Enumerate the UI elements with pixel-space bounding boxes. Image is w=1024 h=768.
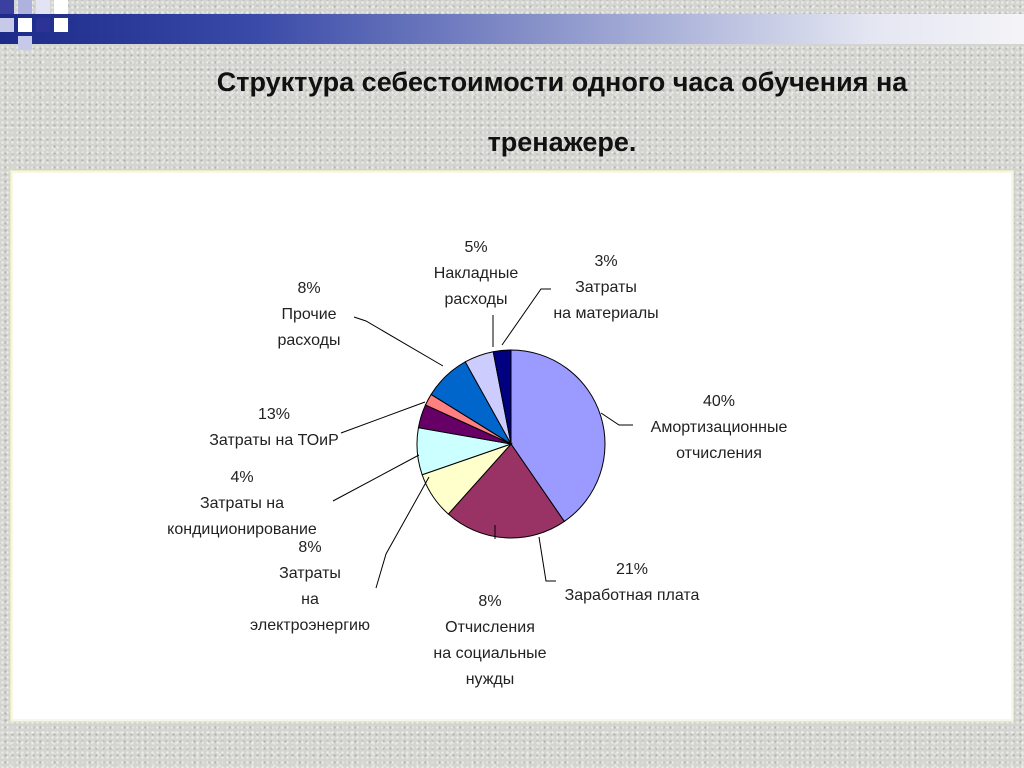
slice-label-4: 8% Затраты на электроэнергию [250, 535, 370, 639]
leader-line-6 [340, 401, 426, 434]
slice-category-label: Амортизационные [650, 419, 788, 436]
slide-title-line-2: тренажере. [487, 127, 637, 157]
slice-category-label: Затраты [575, 279, 637, 296]
slice-label-9: 3% Затраты на материалы [553, 249, 658, 327]
slice-label-5: 4% Затраты на кондиционирование [167, 465, 317, 543]
slice-label-2: 21% Заработная плата [565, 557, 700, 609]
slide-title: Структура себестоимости одного часа обуч… [0, 52, 1024, 172]
slice-percent-label: 40% [702, 393, 736, 410]
slice-category-label: расходы [444, 291, 508, 308]
slice-category-label: на материалы [553, 305, 659, 322]
chart-panel: 40% Амортизационные отчисления 21% Заработна… [10, 170, 1014, 722]
slice-category-label: Отчисления [445, 619, 535, 636]
pie-slice-2 [447, 443, 565, 539]
slice-category-label: расходы [277, 332, 341, 349]
slice-category-label: на [301, 591, 319, 608]
slice-category-label: Заработная плата [564, 587, 700, 604]
slice-label-7: 8% Прочие расходы [278, 276, 341, 354]
slice-category-label: Прочие [281, 306, 337, 323]
slice-percent-label: 8% [478, 593, 502, 610]
slice-label-6: 13% Затраты на ТОиР [209, 402, 339, 454]
corner-decoration [0, 0, 80, 60]
slice-percent-label: 8% [298, 539, 322, 556]
leader-line-1 [600, 412, 633, 426]
pie-slice-9 [492, 349, 512, 445]
leader-line-9 [501, 288, 551, 346]
slice-percent-label: 3% [594, 253, 618, 270]
pie-chart [332, 288, 633, 589]
slice-percent-label: 8% [297, 280, 321, 297]
slice-percent-label: 4% [230, 469, 254, 486]
slice-category-label: электроэнергию [250, 617, 370, 634]
leader-line-2 [538, 536, 556, 582]
leader-line-7 [353, 316, 444, 367]
slice-label-8: 5% Накладные расходы [434, 235, 518, 313]
slice-label-3: 8% Отчисления на социальные нужды [433, 589, 546, 693]
slice-category-label: отчисления [676, 445, 762, 462]
slice-category-label: Затраты [279, 565, 341, 582]
slice-percent-label: 5% [464, 239, 488, 256]
slice-category-label: Затраты на ТОиР [209, 432, 339, 449]
slice-category-label: кондиционирование [167, 521, 317, 538]
leader-line-5 [332, 454, 420, 502]
leader-line-4 [375, 476, 430, 589]
header-gradient-bar [0, 14, 1024, 44]
slice-label-1: 40% Амортизационные отчисления [651, 389, 788, 467]
pie-slice-1 [510, 349, 606, 523]
slice-category-label: Накладные [433, 265, 519, 282]
slice-percent-label: 13% [257, 406, 291, 423]
slice-category-label: Затраты на [200, 495, 284, 512]
slice-percent-label: 21% [615, 561, 649, 578]
slice-category-label: на социальные [433, 645, 547, 662]
slice-category-label: нужды [465, 671, 515, 688]
slide-title-line-1: Структура себестоимости одного часа обуч… [216, 67, 908, 97]
